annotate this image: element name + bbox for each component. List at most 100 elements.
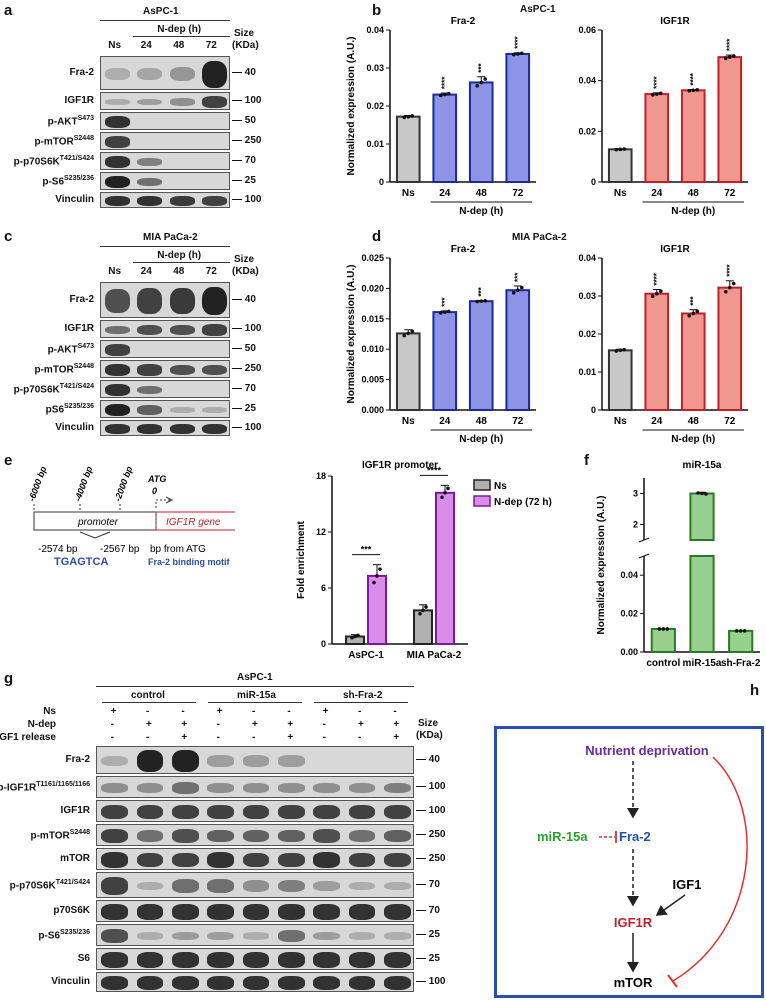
blot-band (277, 904, 305, 920)
significance-mark: **** (726, 38, 735, 51)
y-tick-label: 3 (633, 489, 638, 499)
blot-band (348, 932, 376, 940)
y-tick-label: 0.025 (361, 253, 384, 263)
significance-mark: **** (441, 76, 450, 89)
data-point (442, 310, 447, 314)
bar (650, 627, 676, 654)
chart-f-mir15a: miR-15a Normalized expression (A.U.) 2 3 0.0… (596, 460, 761, 666)
blot-band (136, 830, 164, 842)
condition-label: Ns (43, 706, 56, 717)
condition-sign: - (252, 732, 256, 743)
data-point (654, 291, 659, 296)
legend-label: Ns (494, 481, 507, 492)
mw-marker: — 40 (232, 294, 256, 305)
condition-sign: - (358, 732, 362, 743)
protein-name: mTOR (60, 853, 90, 864)
blot-band (169, 196, 195, 206)
significance-mark: *** (477, 63, 486, 73)
cell-line-title: MIA PaCa-2 (143, 232, 198, 243)
protein-name: p-p70S6K (13, 384, 60, 396)
blot-band (202, 423, 228, 435)
phospho-site: S2448 (69, 829, 90, 836)
blot-band (207, 755, 235, 767)
data-point (687, 88, 692, 93)
blot-strip (96, 972, 414, 992)
from-atg: bp from ATG (150, 544, 206, 555)
data-point (378, 567, 382, 571)
blot-band (202, 286, 228, 316)
blot-band (242, 804, 270, 820)
y-tick-label: 2 (633, 520, 638, 530)
data-point (511, 290, 516, 295)
promoter-label: promoter (77, 517, 119, 528)
data-point (704, 492, 708, 496)
blot-band (202, 407, 228, 413)
protein-name: S6 (77, 953, 90, 964)
blot-band (383, 852, 411, 868)
x-tick-label: miR-15a (683, 658, 722, 666)
y-tick-label: 0.02 (620, 609, 638, 619)
blot-band (101, 952, 129, 968)
blot-band (101, 877, 129, 895)
blot-band (242, 932, 270, 940)
y-tick-label: 6 (321, 583, 326, 593)
node-igf1: IGF1 (673, 877, 702, 892)
blot-band (242, 829, 270, 843)
condition-sign: + (287, 732, 294, 743)
mw-marker: — 100 (232, 95, 262, 106)
header-line-treat (132, 262, 230, 263)
bar (689, 492, 715, 541)
x-tick-label: 24 (439, 416, 451, 427)
condition-sign: - (393, 706, 397, 717)
y-tick-label: 0.04 (366, 25, 384, 35)
phospho-site: S235/236 (60, 929, 90, 936)
blot-band (101, 783, 129, 793)
x-group-label: N-dep (h) (459, 434, 503, 445)
blot-band (101, 929, 129, 943)
data-point (622, 147, 627, 151)
y-tick-label: 0.02 (366, 101, 384, 111)
mw-marker: — 250 (232, 363, 262, 374)
blot-band (137, 324, 163, 336)
data-point (727, 55, 732, 59)
panel-label-f: f (584, 452, 589, 469)
blot-row-label: pS6S235/236 (46, 403, 94, 415)
axis-break (638, 553, 650, 559)
protein-name: p-IGF1R (0, 782, 37, 794)
blot-band (169, 324, 195, 336)
bar (607, 349, 633, 411)
data-point (657, 627, 662, 631)
bar (505, 289, 531, 411)
data-point (727, 285, 732, 290)
site-to: -2567 bp (100, 544, 140, 555)
bar (367, 574, 387, 645)
panel-label-g: g (4, 670, 14, 687)
blot-strip (100, 152, 230, 170)
blot-row-label: Fra-2 (70, 67, 94, 78)
blot-strip (100, 340, 230, 358)
blot-row-label: p-AKTS473 (48, 343, 94, 355)
data-point (438, 93, 443, 98)
data-point (446, 309, 451, 314)
panel-label-a: a (4, 2, 13, 19)
protein-name: p-S6 (42, 176, 65, 188)
group-line (208, 702, 302, 703)
group-line (314, 702, 408, 703)
legend-label: N-dep (72 h) (494, 497, 552, 508)
bar (717, 56, 743, 183)
blot-band (136, 804, 164, 820)
blot-band (101, 828, 129, 844)
node-mtor: mTOR (614, 975, 653, 990)
blot-band (207, 952, 235, 968)
size-unit: (KDa) (232, 40, 259, 51)
y-tick-label: 0.005 (361, 375, 384, 385)
blot-band (104, 195, 130, 207)
x-tick-label: 72 (724, 416, 736, 427)
blot-band (277, 976, 305, 990)
protein-name: Vinculin (55, 194, 94, 205)
blot-band (277, 829, 305, 843)
data-point (402, 333, 407, 338)
node-nutrient: Nutrient deprivation (585, 743, 709, 758)
blot-band (137, 405, 163, 415)
blot-band (348, 852, 376, 868)
